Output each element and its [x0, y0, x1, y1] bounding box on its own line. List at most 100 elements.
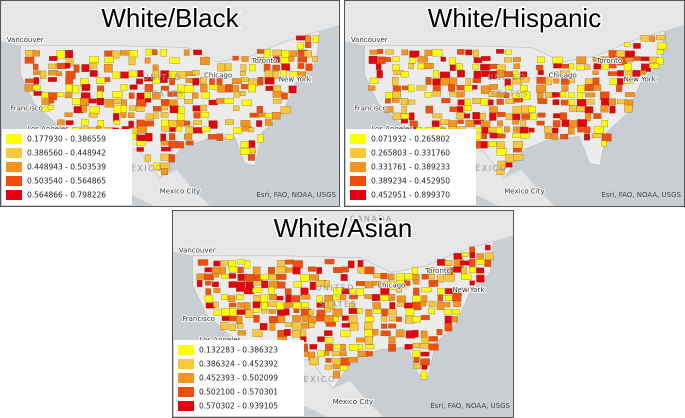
county-patch: [213, 301, 219, 308]
county-patch: [333, 316, 340, 322]
attribution: Esri, FAO, NOAA, USGS: [256, 191, 336, 199]
legend-box: [174, 340, 304, 416]
county-patch: [47, 77, 57, 82]
county-patch: [424, 49, 432, 56]
county-patch: [576, 99, 587, 108]
county-patch: [392, 64, 400, 72]
county-patch: [413, 279, 420, 285]
county-patch: [365, 316, 375, 323]
county-patch: [444, 315, 452, 324]
county-patch: [432, 84, 441, 92]
county-patch: [461, 287, 469, 292]
county-patch: [244, 260, 251, 269]
county-patch: [300, 274, 310, 282]
county-patch: [593, 84, 602, 91]
county-patch: [161, 126, 171, 132]
county-patch: [283, 308, 290, 316]
county-patch: [33, 91, 43, 96]
legend-label: 0.452951 - 0.899370: [371, 191, 450, 200]
county-patch: [309, 344, 318, 350]
county-patch: [152, 112, 159, 119]
county-patch: [169, 133, 176, 141]
county-patch: [64, 92, 73, 99]
county-patch: [520, 120, 527, 127]
county-patch: [135, 140, 146, 146]
legend-swatch: [6, 190, 22, 200]
county-patch: [472, 78, 482, 84]
county-patch: [512, 133, 522, 138]
county-patch: [237, 266, 244, 274]
county-patch: [236, 294, 244, 300]
county-patch: [104, 64, 113, 73]
map-title: White/Black: [101, 3, 239, 33]
county-patch: [585, 99, 595, 105]
county-patch: [428, 300, 436, 307]
county-patch: [520, 76, 530, 83]
county-patch: [432, 90, 441, 97]
county-patch: [32, 63, 39, 70]
county-patch: [617, 78, 624, 86]
legend-swatch: [6, 162, 22, 172]
place-label: UNITED: [316, 283, 355, 292]
county-patch: [656, 34, 666, 41]
county-patch: [607, 71, 618, 76]
county-patch: [372, 302, 381, 309]
county-patch: [624, 50, 635, 58]
place-label: Mexico City: [333, 398, 373, 406]
county-patch: [593, 113, 602, 119]
county-patch: [32, 50, 40, 57]
county-patch: [568, 105, 577, 112]
county-patch: [395, 329, 405, 338]
county-patch: [448, 120, 457, 128]
county-patch: [285, 294, 292, 303]
county-patch: [297, 42, 304, 50]
county-patch: [464, 98, 471, 106]
county-patch: [420, 315, 430, 321]
county-patch: [528, 106, 536, 113]
county-patch: [153, 106, 162, 112]
county-patch: [233, 91, 240, 98]
county-patch: [593, 126, 604, 134]
county-patch: [292, 315, 301, 322]
county-patch: [205, 288, 212, 295]
county-patch: [71, 98, 81, 105]
county-patch: [48, 63, 57, 69]
county-patch: [441, 98, 451, 104]
county-patch: [453, 301, 461, 307]
county-patch: [136, 78, 144, 85]
county-patch: [176, 126, 183, 132]
county-patch: [505, 49, 512, 55]
county-patch: [496, 169, 505, 175]
county-patch: [521, 91, 531, 100]
county-patch: [261, 308, 267, 314]
county-patch: [400, 98, 409, 106]
county-patch: [249, 147, 257, 154]
county-patch: [272, 71, 279, 79]
county-patch: [381, 308, 388, 317]
county-patch: [184, 120, 191, 126]
county-patch: [456, 91, 465, 98]
county-patch: [655, 57, 664, 65]
legend-label: 0.502100 - 0.570301: [199, 388, 278, 397]
county-patch: [272, 56, 280, 63]
county-patch: [245, 309, 254, 318]
county-patch: [88, 112, 98, 118]
place-label: New York: [624, 76, 657, 84]
county-patch: [112, 91, 123, 98]
county-patch: [264, 69, 273, 78]
county-patch: [513, 63, 520, 69]
county-patch: [432, 78, 441, 86]
county-patch: [472, 63, 479, 70]
county-patch: [561, 119, 570, 127]
legend-label: 0.448943 - 0.503539: [27, 163, 106, 172]
county-patch: [288, 85, 297, 94]
county-patch: [357, 260, 364, 268]
county-patch: [267, 301, 278, 308]
county-patch: [373, 309, 382, 314]
county-patch: [420, 330, 428, 338]
county-patch: [316, 267, 323, 274]
county-patch: [220, 260, 229, 266]
county-patch: [104, 56, 114, 63]
county-patch: [356, 337, 365, 343]
place-label: MÉXICO: [467, 162, 508, 173]
